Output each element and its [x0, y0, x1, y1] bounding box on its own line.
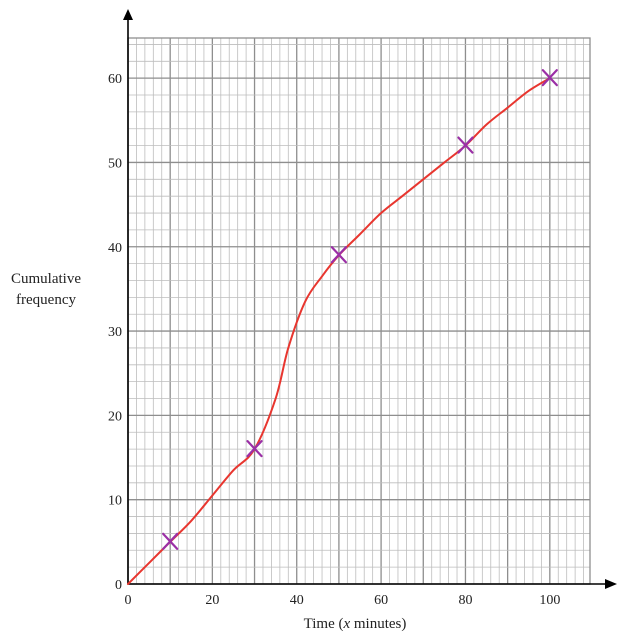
data-point-marker — [162, 532, 179, 550]
y-tick-label: 40 — [108, 241, 122, 256]
y-axis-arrow — [123, 9, 133, 20]
y-axis-label-line: Cumulative — [11, 271, 81, 287]
x-tick-label: 20 — [205, 593, 219, 608]
grid — [127, 37, 591, 585]
x-tick-label: 60 — [374, 593, 388, 608]
data-point-marker — [457, 136, 474, 154]
x-axis-label-variable: x — [342, 616, 350, 632]
x-axis-label-prefix: Time ( — [304, 616, 344, 632]
x-tick-label: 100 — [539, 593, 560, 608]
axes — [123, 9, 617, 589]
y-tick-label: 10 — [108, 494, 122, 509]
x-axis-arrow — [605, 579, 617, 589]
y-tick-label: 0 — [115, 578, 122, 593]
data-point-marker — [541, 69, 558, 87]
y-tick-label: 60 — [108, 72, 122, 87]
y-axis-label: Cumulative frequency — [11, 271, 81, 308]
grid-border — [127, 37, 591, 585]
y-axis-label-line: frequency — [16, 292, 76, 308]
x-axis-label: Time (x minutes) — [304, 616, 407, 632]
x-axis-label-suffix: minutes) — [350, 616, 406, 632]
y-tick-label: 50 — [108, 156, 122, 171]
y-tick-label: 20 — [108, 409, 122, 424]
x-tick-label: 40 — [290, 593, 304, 608]
x-tick-label: 80 — [458, 593, 472, 608]
tick-labels: 0 20 40 60 80 100 0 10 20 30 40 50 60 — [108, 72, 560, 608]
data-point-marker — [246, 440, 263, 458]
y-tick-label: 30 — [108, 325, 122, 340]
plotted-points — [162, 69, 558, 550]
cumulative-frequency-curve — [127, 77, 551, 585]
data-point-marker — [330, 246, 348, 264]
x-tick-label: 0 — [125, 593, 132, 608]
